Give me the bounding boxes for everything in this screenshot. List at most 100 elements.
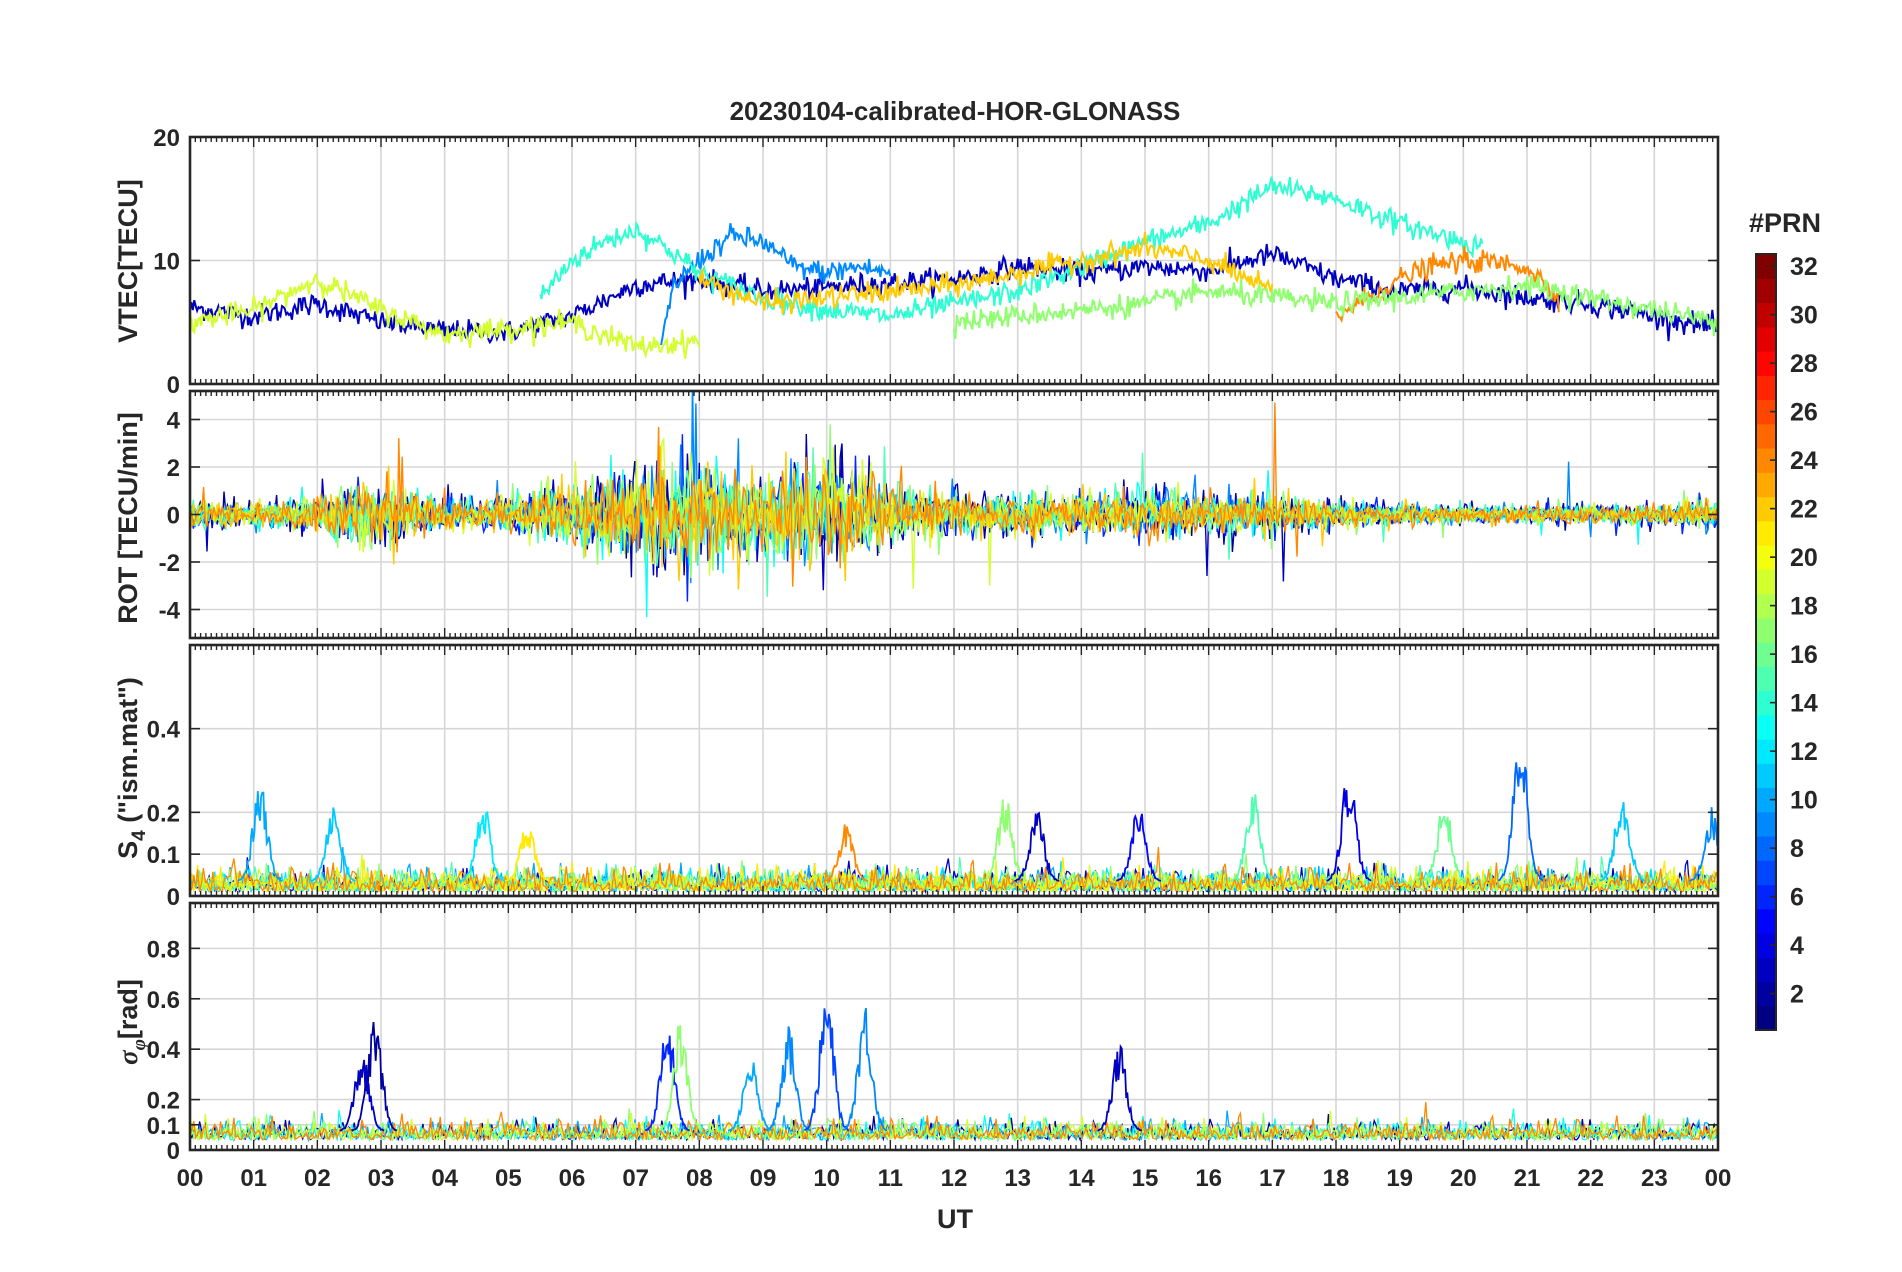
colorbar-step xyxy=(1756,666,1776,692)
colorbar-step xyxy=(1756,642,1776,667)
colorbar-tick-label: 4 xyxy=(1790,932,1804,960)
y-tick-label: 0 xyxy=(167,1138,180,1165)
x-tick-label: 18 xyxy=(1323,1165,1350,1192)
y-tick-label: -2 xyxy=(159,550,180,577)
y-tick-label: 0.1 xyxy=(147,842,180,869)
colorbar-label: #PRN xyxy=(1749,208,1821,238)
figure-title: 20230104-calibrated-HOR-GLONASS xyxy=(730,96,1181,126)
colorbar-tick-label: 32 xyxy=(1790,253,1818,281)
x-tick-label: 16 xyxy=(1195,1165,1222,1192)
peak-prn-16 xyxy=(1421,815,1467,882)
x-tick-label: 23 xyxy=(1641,1165,1668,1192)
x-tick-label: 19 xyxy=(1386,1165,1413,1192)
peak-prn-17 xyxy=(982,799,1028,882)
ylabel-vtec: VTEC[TECU] xyxy=(113,179,143,343)
y-tick-label: 0.1 xyxy=(147,1113,180,1140)
noise-line-prn-24 xyxy=(190,1102,1718,1143)
panel-s4: 0 0.1 0.2 0.4 xyxy=(147,643,1720,911)
colorbar-tick-label: 22 xyxy=(1790,496,1818,524)
x-tick-label: 13 xyxy=(1004,1165,1031,1192)
x-tick-label: 02 xyxy=(304,1165,331,1192)
peak-prn-5 xyxy=(1116,813,1162,882)
colorbar-step xyxy=(1756,326,1776,352)
colorbar-tick-label: 26 xyxy=(1790,399,1818,427)
peak-prn-9 xyxy=(765,1026,812,1132)
colorbar-tick-label: 10 xyxy=(1790,787,1818,815)
colorbar-step xyxy=(1756,787,1776,813)
x-tick-label: 08 xyxy=(686,1165,713,1192)
colorbar-step xyxy=(1756,836,1776,861)
x-tick-label: 14 xyxy=(1068,1165,1095,1192)
y-tick-label: 0.4 xyxy=(147,717,181,744)
vtec-line-prn-9 xyxy=(660,223,892,346)
xlabel-ut: UT xyxy=(937,1204,973,1234)
x-tick-label: 12 xyxy=(941,1165,968,1192)
vtec-line-prn-17 xyxy=(953,274,1718,339)
x-tick-label: 04 xyxy=(431,1165,458,1192)
y-tick-label: 0 xyxy=(167,372,180,399)
colorbar-step xyxy=(1756,302,1776,328)
peak-prn-9 xyxy=(842,1007,888,1132)
y-tick-label: 0 xyxy=(167,503,180,530)
peak-prn-2 xyxy=(351,1022,397,1132)
colorbar-step xyxy=(1756,545,1776,570)
peak-prn-6 xyxy=(645,1035,690,1132)
x-tick-label: 03 xyxy=(368,1165,395,1192)
y-tick-label: 0.6 xyxy=(147,987,180,1014)
colorbar-step xyxy=(1756,763,1776,789)
colorbar-tick-label: 20 xyxy=(1790,544,1818,572)
vtec-line-prn-3 xyxy=(190,243,1718,345)
x-tick-label: 10 xyxy=(813,1165,840,1192)
colorbar-step xyxy=(1756,811,1776,837)
series-group xyxy=(190,391,1718,618)
peak-prn-3 xyxy=(339,1059,385,1132)
ylabel-sigma-phi: σφ[rad] xyxy=(113,979,150,1065)
x-tick-label: 20 xyxy=(1450,1165,1477,1192)
x-tick-label: 09 xyxy=(750,1165,777,1192)
colorbar-step xyxy=(1756,617,1776,643)
peak-prn-3 xyxy=(1014,811,1060,882)
peak-prn-17 xyxy=(657,1025,703,1132)
colorbar-tick-label: 2 xyxy=(1790,981,1804,1009)
x-tick-label: 00 xyxy=(177,1165,204,1192)
x-tick-label: 15 xyxy=(1132,1165,1159,1192)
colorbar-step xyxy=(1756,448,1776,473)
colorbar-frame xyxy=(1755,253,1777,1031)
vtec-line-prn-19 xyxy=(190,272,701,359)
colorbar-tick-label: 24 xyxy=(1790,447,1818,475)
peak-prn-4 xyxy=(1326,788,1372,882)
colorbar-step xyxy=(1756,739,1776,764)
y-tick-label: 20 xyxy=(153,125,180,152)
noise-line-prn-19 xyxy=(190,1110,1718,1143)
rot-line-prn-24 xyxy=(190,402,1718,587)
colorbar-step xyxy=(1756,714,1776,740)
y-tick-label: 0.2 xyxy=(147,800,180,827)
y-tick-label: 2 xyxy=(167,455,180,482)
panel-rot: -4 -2 0 2 4 xyxy=(159,389,1720,640)
colorbar-step xyxy=(1756,375,1776,401)
peak-prn-10 xyxy=(727,1062,773,1132)
colorbar-tick-label: 6 xyxy=(1790,884,1804,912)
colorbar-step xyxy=(1756,569,1776,595)
colorbar-step xyxy=(1756,981,1776,1007)
colorbar-step xyxy=(1756,860,1776,886)
colorbar-tick-label: 18 xyxy=(1790,593,1818,621)
colorbar-step xyxy=(1756,1005,1776,1031)
colorbar-step xyxy=(1756,472,1776,498)
rot-line-prn-22 xyxy=(190,445,1718,590)
peak-prn-21 xyxy=(504,831,550,882)
colorbar-step xyxy=(1756,884,1776,910)
x-tick-label: 11 xyxy=(878,1165,903,1192)
peak-prn-3 xyxy=(1097,1043,1143,1132)
series-group xyxy=(190,176,1718,359)
y-tick-label: 0.4 xyxy=(147,1037,181,1064)
peak-prn-9 xyxy=(1689,807,1718,882)
colorbar-step xyxy=(1756,520,1776,546)
series-group xyxy=(190,1007,1718,1143)
colorbar-step xyxy=(1756,399,1776,425)
x-tick-label: 06 xyxy=(559,1165,586,1192)
colorbar-step xyxy=(1756,496,1776,522)
colorbar-tick-label: 12 xyxy=(1790,738,1818,766)
y-tick-label: 10 xyxy=(153,249,180,276)
peak-prn-8 xyxy=(1498,762,1544,882)
